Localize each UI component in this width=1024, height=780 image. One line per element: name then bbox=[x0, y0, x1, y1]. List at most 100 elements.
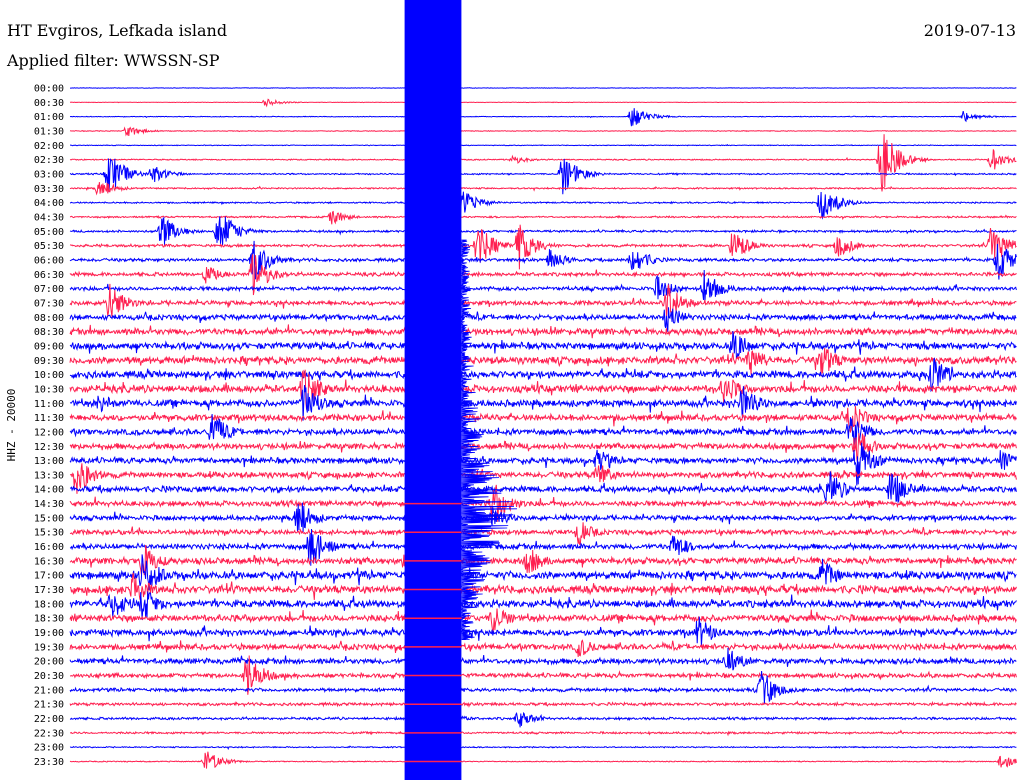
row-label: 08:30 bbox=[34, 327, 64, 338]
row-label: 01:30 bbox=[34, 126, 64, 137]
row-label: 14:30 bbox=[34, 499, 64, 510]
row-label: 02:30 bbox=[34, 155, 64, 166]
trace-row bbox=[69, 98, 1017, 108]
trace-row bbox=[69, 608, 1017, 633]
trace-row bbox=[69, 254, 1017, 296]
row-label: 21:30 bbox=[34, 700, 64, 711]
trace-row bbox=[69, 216, 1017, 246]
trace-row bbox=[69, 413, 1017, 446]
trace-row bbox=[69, 639, 1017, 657]
row-label: 15:30 bbox=[34, 528, 64, 539]
main-event-trace bbox=[404, 0, 518, 780]
trace-row bbox=[69, 484, 1017, 522]
trace-row bbox=[69, 224, 1017, 270]
chart-subtitle: Applied filter: WWSSN-SP bbox=[6, 51, 220, 70]
trace-row bbox=[69, 307, 1017, 332]
row-labels: 00:00 00:30 01:00 01:30 02:00 02:30 03:00 03:30… bbox=[34, 84, 64, 769]
row-label: 20:30 bbox=[34, 671, 64, 682]
trace-row bbox=[69, 240, 1017, 280]
row-label: 02:00 bbox=[34, 141, 64, 152]
row-label: 09:30 bbox=[34, 356, 64, 367]
trace-row bbox=[70, 143, 1017, 147]
row-label: 19:30 bbox=[34, 642, 64, 653]
row-label: 05:30 bbox=[34, 241, 64, 252]
row-label: 22:00 bbox=[34, 714, 64, 725]
trace-row bbox=[69, 572, 1017, 600]
main-event-saturation bbox=[404, 0, 462, 780]
trace-row bbox=[69, 700, 1017, 708]
row-label: 13:30 bbox=[34, 470, 64, 481]
trace-row bbox=[69, 331, 1017, 359]
row-label: 07:00 bbox=[34, 284, 64, 295]
trace-row bbox=[69, 432, 1017, 463]
row-label: 18:30 bbox=[34, 614, 64, 625]
trace-row bbox=[69, 522, 1017, 546]
row-label: 06:00 bbox=[34, 255, 64, 266]
trace-row bbox=[69, 385, 1017, 421]
trace-row bbox=[69, 655, 1017, 695]
trace-row bbox=[69, 182, 1017, 196]
trace-row bbox=[69, 134, 1017, 192]
row-label: 23:30 bbox=[34, 757, 64, 768]
chart-date: 2019-07-13 bbox=[924, 21, 1016, 40]
row-label: 21:00 bbox=[34, 685, 64, 696]
trace-row bbox=[70, 87, 1017, 89]
trace-row bbox=[69, 369, 1017, 410]
row-label: 01:00 bbox=[34, 112, 64, 123]
y-axis-label: HHZ - 20000 bbox=[5, 389, 18, 462]
trace-row bbox=[69, 108, 1017, 127]
row-label: 22:30 bbox=[34, 728, 64, 739]
traces bbox=[69, 87, 1017, 769]
chart-title: HT Evgiros, Lefkada island bbox=[7, 21, 227, 40]
row-label: 12:30 bbox=[34, 442, 64, 453]
row-label: 10:00 bbox=[34, 370, 64, 381]
row-label: 10:30 bbox=[34, 384, 64, 395]
trace-row bbox=[69, 471, 1017, 504]
row-label: 04:00 bbox=[34, 198, 64, 209]
row-label: 19:00 bbox=[34, 628, 64, 639]
row-label: 13:00 bbox=[34, 456, 64, 467]
trace-row bbox=[69, 463, 1017, 494]
trace-row bbox=[69, 554, 1017, 591]
trace-row bbox=[69, 269, 1017, 303]
trace-row bbox=[69, 711, 1017, 728]
trace-row bbox=[69, 283, 1017, 318]
trace-row bbox=[69, 158, 1017, 195]
row-label: 00:30 bbox=[34, 98, 64, 109]
trace-row bbox=[69, 502, 1017, 533]
row-label: 17:30 bbox=[34, 585, 64, 596]
row-label: 00:00 bbox=[34, 84, 64, 95]
trace-row bbox=[69, 591, 1017, 620]
trace-row bbox=[69, 751, 1017, 769]
row-label: 16:00 bbox=[34, 542, 64, 553]
trace-row bbox=[69, 126, 1017, 137]
row-label: 03:30 bbox=[34, 184, 64, 195]
row-label: 16:30 bbox=[34, 556, 64, 567]
row-label: 18:00 bbox=[34, 599, 64, 610]
trace-row bbox=[69, 183, 1017, 225]
row-label: 04:30 bbox=[34, 212, 64, 223]
trace-row bbox=[69, 745, 1017, 751]
row-label: 15:00 bbox=[34, 513, 64, 524]
row-label: 14:00 bbox=[34, 485, 64, 496]
main-event-coda bbox=[459, 239, 518, 640]
row-label: 08:00 bbox=[34, 313, 64, 324]
row-label: 03:00 bbox=[34, 169, 64, 180]
row-label: 06:30 bbox=[34, 270, 64, 281]
trace-row bbox=[70, 729, 1017, 737]
row-label: 20:00 bbox=[34, 657, 64, 668]
trace-row bbox=[69, 544, 1017, 576]
trace-row bbox=[69, 210, 1017, 225]
row-label: 12:00 bbox=[34, 427, 64, 438]
trace-row bbox=[69, 324, 1017, 339]
row-label: 11:30 bbox=[34, 413, 64, 424]
trace-row bbox=[69, 528, 1017, 566]
trace-row bbox=[69, 442, 1017, 486]
trace-row bbox=[69, 357, 1017, 393]
trace-row bbox=[69, 671, 1017, 704]
row-label: 23:00 bbox=[34, 743, 64, 754]
trace-row bbox=[69, 647, 1017, 671]
trace-row bbox=[69, 616, 1017, 647]
row-label: 05:00 bbox=[34, 227, 64, 238]
